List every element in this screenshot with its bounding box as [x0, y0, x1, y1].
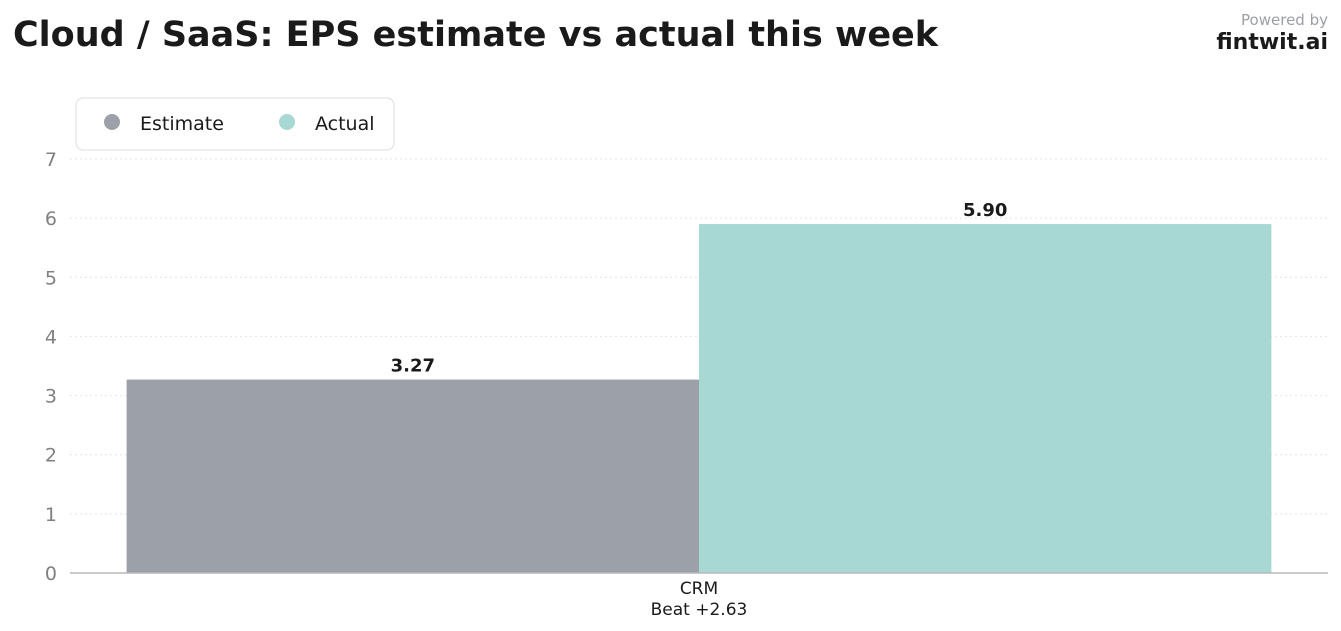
- y-tick-label: 5: [45, 267, 57, 289]
- legend: Estimate Actual: [75, 97, 395, 151]
- y-tick-label: 6: [45, 208, 57, 230]
- powered-by-label: Powered by: [1241, 11, 1328, 29]
- y-tick-label: 0: [45, 563, 57, 585]
- y-axis-ticks: 0 1 2 3 4 5 6 7: [45, 149, 57, 585]
- x-tick-label: CRM: [680, 579, 718, 599]
- bar-estimate-crm: [126, 379, 700, 573]
- data-labels: 3.27 5.90: [391, 200, 1008, 377]
- data-label: 5.90: [963, 200, 1007, 221]
- data-label: 3.27: [391, 356, 435, 377]
- y-tick-label: 2: [45, 445, 57, 467]
- y-tick-label: 4: [45, 326, 57, 348]
- y-tick-label: 3: [45, 386, 57, 408]
- legend-box: [75, 97, 395, 151]
- legend-marker-actual: [279, 114, 295, 130]
- legend-label-actual: Actual: [315, 113, 375, 135]
- x-tick-sublabel: Beat +2.63: [651, 600, 748, 620]
- legend-marker-estimate: [104, 114, 120, 130]
- branding: Powered by fintwit.ai: [1216, 11, 1328, 55]
- chart-title: Cloud / SaaS: EPS estimate vs actual thi…: [13, 15, 939, 55]
- bar-actual-crm: [699, 224, 1272, 574]
- y-tick-label: 7: [45, 149, 57, 171]
- y-tick-label: 1: [45, 504, 57, 526]
- legend-label-estimate: Estimate: [140, 113, 224, 135]
- bars: [126, 224, 1272, 574]
- brand-logo-text: fintwit.ai: [1216, 30, 1328, 55]
